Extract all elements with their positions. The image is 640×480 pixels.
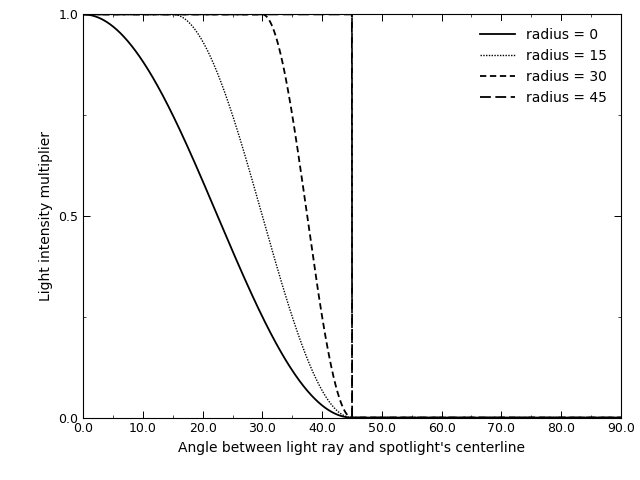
X-axis label: Angle between light ray and spotlight's centerline: Angle between light ray and spotlight's … (179, 441, 525, 455)
Legend: radius = 0, radius = 15, radius = 30, radius = 45: radius = 0, radius = 15, radius = 30, ra… (473, 21, 614, 112)
Y-axis label: Light intensity multiplier: Light intensity multiplier (39, 131, 52, 301)
